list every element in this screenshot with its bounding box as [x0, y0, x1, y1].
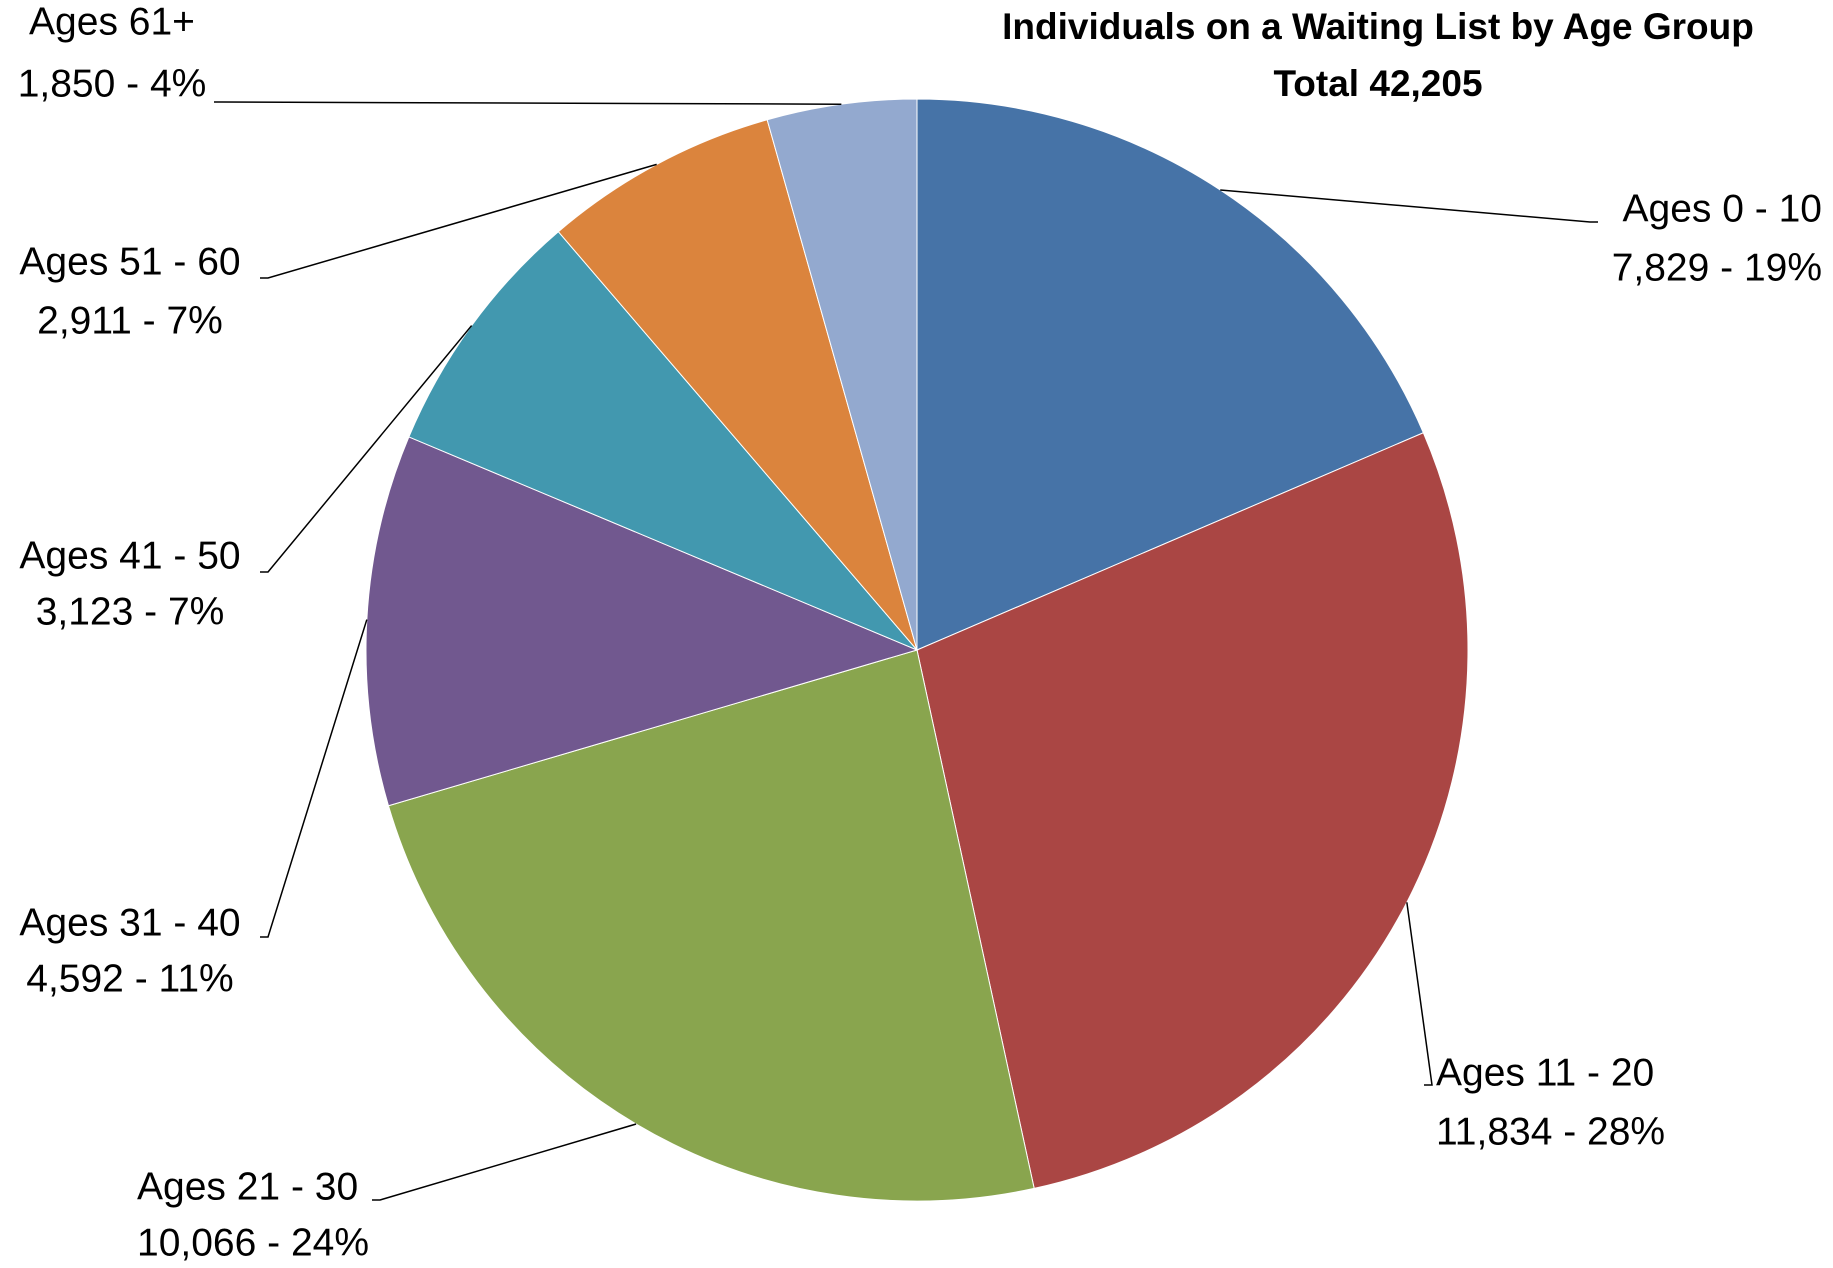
- data-label-value: 10,066 - 24%: [137, 1221, 369, 1263]
- data-label-category: Ages 51 - 60: [19, 240, 240, 283]
- data-label-category: Ages 31 - 40: [19, 901, 240, 944]
- chart-subtitle: Total 42,205: [1273, 63, 1482, 104]
- data-label-category: Ages 0 - 10: [1623, 187, 1822, 230]
- leader-line: [260, 163, 657, 279]
- data-label-value: 3,123 - 7%: [36, 590, 225, 633]
- pie-slice: [916, 98, 1425, 651]
- data-label-value: 1,850 - 4%: [18, 62, 207, 105]
- data-label-category: Ages 61+: [29, 0, 195, 43]
- pie-slice: [557, 119, 918, 651]
- leader-line: [1406, 902, 1433, 1086]
- chart-title: Individuals on a Waiting List by Age Gro…: [1002, 6, 1754, 47]
- leader-line: [214, 101, 842, 105]
- leader-line: [260, 325, 473, 573]
- pie-slice: [387, 649, 1035, 1202]
- data-label-category: Ages 41 - 50: [19, 534, 240, 577]
- leader-line: [260, 619, 368, 938]
- leader-line: [1220, 189, 1598, 223]
- data-label-category: Ages 11 - 20: [1436, 1051, 1654, 1094]
- leader-line: [372, 1123, 637, 1201]
- data-label-value: 11,834 - 28%: [1436, 1110, 1665, 1153]
- data-label-value: 4,592 - 11%: [26, 957, 233, 1000]
- data-label-category: Ages 21 - 30: [137, 1165, 358, 1208]
- data-label-value: 2,911 - 7%: [37, 299, 223, 342]
- pie-slice: [766, 98, 918, 651]
- data-label-value: 7,829 - 19%: [1612, 246, 1822, 289]
